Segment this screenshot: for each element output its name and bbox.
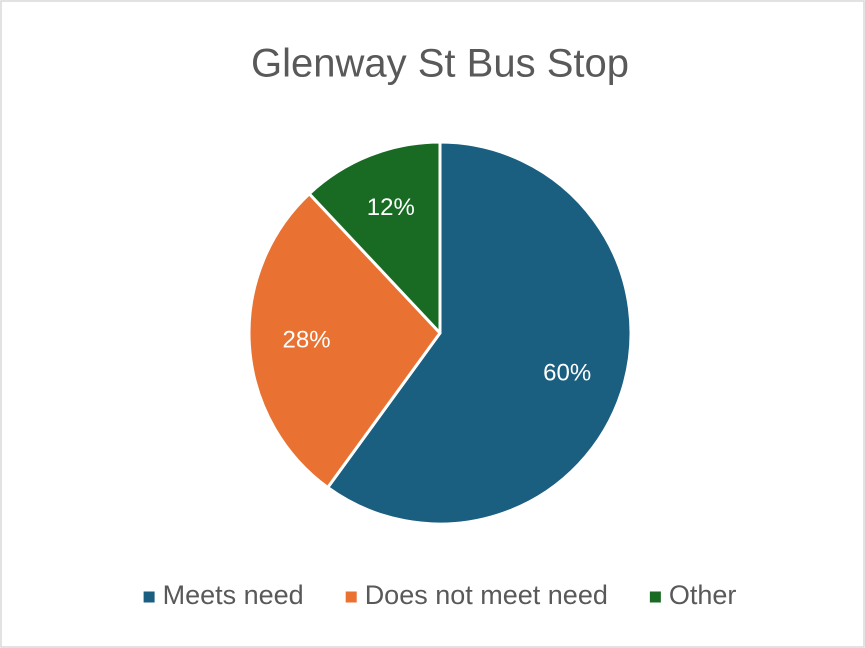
pie-slice [247,192,442,490]
legend-swatch [143,591,155,603]
legend-label: Does not meet need [365,580,608,610]
chart-title: Glenway St Bus Stop [251,42,629,86]
legend-swatch [649,591,661,603]
data-label: 28% [283,327,331,354]
legend-label: Meets need [163,580,304,610]
legend-swatch [345,591,357,603]
legend-label: Other [669,580,737,610]
data-label: 60% [543,360,591,387]
pie-slice [307,140,442,335]
pie-slice [326,140,633,526]
data-label: 12% [367,194,415,221]
